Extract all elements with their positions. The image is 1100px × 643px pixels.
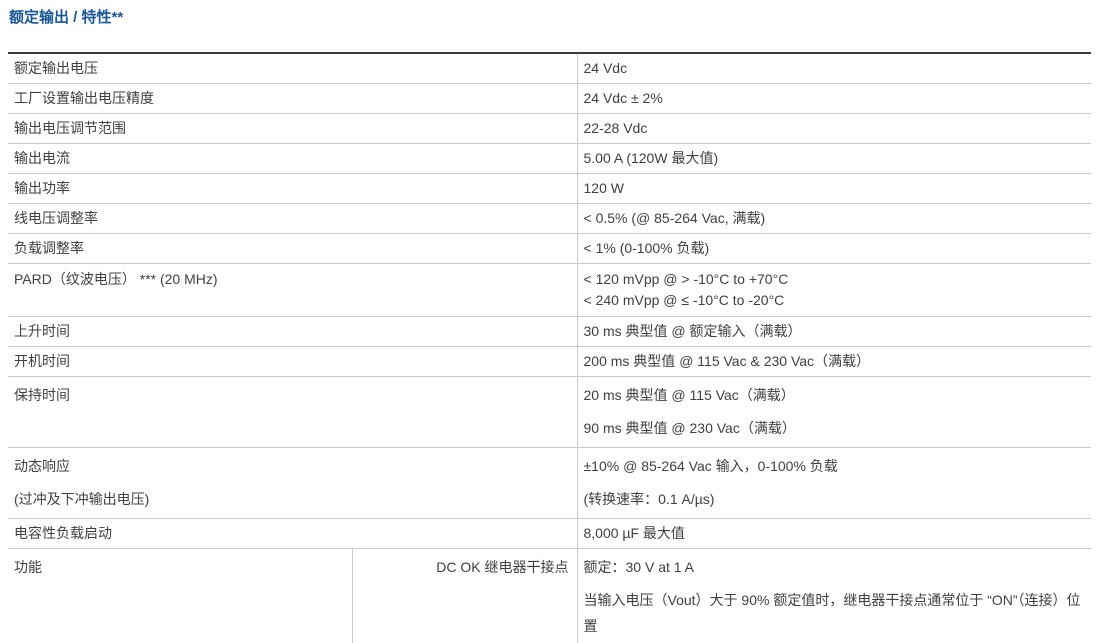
spec-row: PARD（纹波电压） *** (20 MHz) < 120 mVpp @ > -1… xyxy=(8,263,1091,317)
spec-sublabel-line: DC OK 继电器干接点 xyxy=(436,559,569,575)
spec-value-line: 120 W xyxy=(583,180,624,196)
spec-value-line: < 0.5% (@ 85-264 Vac, 满载) xyxy=(583,210,766,226)
spec-row: 保持时间 20 ms 典型值 @ 115 Vac（满载） 90 ms 典型值 @ 2… xyxy=(8,376,1091,448)
spec-value-line: (转换速率：0.1 A/µs) xyxy=(583,491,715,507)
spec-row-value: 24 Vdc xyxy=(576,53,1091,84)
spec-label-line: 输出功率 xyxy=(14,180,70,196)
spec-row-sublabel: DC OK 继电器干接点 xyxy=(351,548,577,643)
spec-value-line: 20 ms 典型值 @ 115 Vac（满载） xyxy=(583,387,795,403)
spec-label-line: 动态响应 xyxy=(14,458,70,474)
spec-label-line: 工厂设置输出电压精度 xyxy=(14,90,154,106)
spec-row-value: < 0.5% (@ 85-264 Vac, 满载) xyxy=(576,203,1091,234)
spec-label-line: 输出电压调节范围 xyxy=(14,120,126,136)
spec-row-label: 工厂设置输出电压精度 xyxy=(8,84,577,114)
spec-value-line: 8,000 µF 最大值 xyxy=(583,525,685,541)
spec-row-label: 保持时间 xyxy=(8,377,577,448)
spec-row: 开机时间 200 ms 典型值 @ 115 Vac & 230 Vac（满载） xyxy=(8,346,1091,377)
spec-row-value: 5.00 A (120W 最大值) xyxy=(576,143,1091,174)
spec-row-value: < 1% (0-100% 负载) xyxy=(576,233,1091,264)
spec-row-value: 200 ms 典型值 @ 115 Vac & 230 Vac（满载） xyxy=(576,346,1091,377)
spec-value-line: ±10% @ 85-264 Vac 输入，0-100% 负载 xyxy=(583,458,838,474)
spec-row-label: 上升时间 xyxy=(8,317,577,347)
spec-value-line: 200 ms 典型值 @ 115 Vac & 230 Vac（满载） xyxy=(583,353,871,369)
spec-value-line: 当输入电压（Vout）大于 90% 额定值时，继电器干接点通常位于 “ON”（连… xyxy=(583,592,1081,634)
spec-row: 输出功率 120 W xyxy=(8,173,1091,204)
spec-value-line: 22-28 Vdc xyxy=(583,120,648,136)
spec-row-label: 动态响应 (过冲及下冲输出电压) xyxy=(8,448,577,519)
spec-row: 上升时间 30 ms 典型值 @ 额定输入（满载） xyxy=(8,316,1091,347)
spec-label-line: (过冲及下冲输出电压) xyxy=(14,491,150,507)
spec-row: 动态响应 (过冲及下冲输出电压) ±10% @ 85-264 Vac 输入，0-10… xyxy=(8,447,1091,519)
spec-row: 工厂设置输出电压精度 24 Vdc ± 2% xyxy=(8,83,1091,114)
spec-row: 输出电流 5.00 A (120W 最大值) xyxy=(8,143,1091,174)
spec-label-line: 功能 xyxy=(14,559,42,575)
spec-label-line: 上升时间 xyxy=(14,323,70,339)
spec-label-line: 电容性负载启动 xyxy=(14,525,112,541)
spec-row-label: 线电压调整率 xyxy=(8,204,577,234)
spec-table-body: 额定输出电压 24 Vdc 工厂设置输出电压精度 24 Vdc ± 2% 输出电压调节范… xyxy=(8,53,1091,643)
spec-row-value: 30 ms 典型值 @ 额定输入（满载） xyxy=(576,316,1091,347)
spec-row: 输出电压调节范围 22-28 Vdc xyxy=(8,113,1091,144)
spec-row-value: 20 ms 典型值 @ 115 Vac（满载） 90 ms 典型值 @ 230 V… xyxy=(576,376,1091,448)
section-title: 额定输出 / 特性** xyxy=(9,9,124,26)
spec-row: 负载调整率 < 1% (0-100% 负载) xyxy=(8,233,1091,264)
spec-row: 功能 DC OK 继电器干接点 额定：30 V at 1 A 当输入电压（Vout）大… xyxy=(8,548,1091,643)
spec-row-label: 输出功率 xyxy=(8,174,577,204)
spec-row-label: 输出电压调节范围 xyxy=(8,114,577,144)
spec-value-line: 90 ms 典型值 @ 230 Vac（满载） xyxy=(583,420,796,436)
spec-row-value: 22-28 Vdc xyxy=(576,113,1091,144)
spec-row-label: 功能 xyxy=(8,549,352,643)
spec-row-label: 电容性负载启动 xyxy=(8,519,577,549)
spec-row-value: 8,000 µF 最大值 xyxy=(576,518,1091,549)
spec-row-label: 额定输出电压 xyxy=(8,53,577,84)
spec-row: 电容性负载启动 8,000 µF 最大值 xyxy=(8,518,1091,549)
spec-row: 额定输出电压 24 Vdc xyxy=(8,53,1091,84)
spec-value-line: 30 ms 典型值 @ 额定输入（满载） xyxy=(583,323,802,339)
spec-value-line: 24 Vdc ± 2% xyxy=(583,90,663,106)
spec-row-label: 负载调整率 xyxy=(8,234,577,264)
spec-value-line: 5.00 A (120W 最大值) xyxy=(583,150,719,166)
spec-row-label: PARD（纹波电压） *** (20 MHz) xyxy=(8,264,577,317)
spec-row-value: < 120 mVpp @ > -10°C to +70°C < 240 mVpp … xyxy=(576,263,1091,317)
spec-label-line: 开机时间 xyxy=(14,353,70,369)
spec-row-value: 120 W xyxy=(576,173,1091,204)
spec-value-line: 24 Vdc xyxy=(583,60,628,76)
spec-value-line: 额定：30 V at 1 A xyxy=(583,559,695,575)
spec-value-line: < 120 mVpp @ > -10°C to +70°C xyxy=(583,271,789,287)
spec-label-line: PARD（纹波电压） *** (20 MHz) xyxy=(14,271,218,287)
spec-label-line: 保持时间 xyxy=(14,387,70,403)
spec-label-line: 额定输出电压 xyxy=(14,60,98,76)
spec-row-label: 开机时间 xyxy=(8,347,577,377)
spec-value-line: < 240 mVpp @ ≤ -10°C to -20°C xyxy=(583,292,785,308)
spec-label-line: 线电压调整率 xyxy=(14,210,98,226)
spec-label-line: 输出电流 xyxy=(14,150,70,166)
spec-row-value: 额定：30 V at 1 A 当输入电压（Vout）大于 90% 额定值时，继电器… xyxy=(576,548,1091,643)
spec-row-label: 输出电流 xyxy=(8,144,577,174)
spec-table: 额定输出电压 24 Vdc 工厂设置输出电压精度 24 Vdc ± 2% 输出电压调节范… xyxy=(8,52,1091,643)
spec-row-value: 24 Vdc ± 2% xyxy=(576,83,1091,114)
spec-row: 线电压调整率 < 0.5% (@ 85-264 Vac, 满载) xyxy=(8,203,1091,234)
spec-label-line: 负载调整率 xyxy=(14,240,84,256)
spec-row-value: ±10% @ 85-264 Vac 输入，0-100% 负载 (转换速率：0.1 … xyxy=(576,447,1091,519)
spec-value-line: < 1% (0-100% 负载) xyxy=(583,240,710,256)
